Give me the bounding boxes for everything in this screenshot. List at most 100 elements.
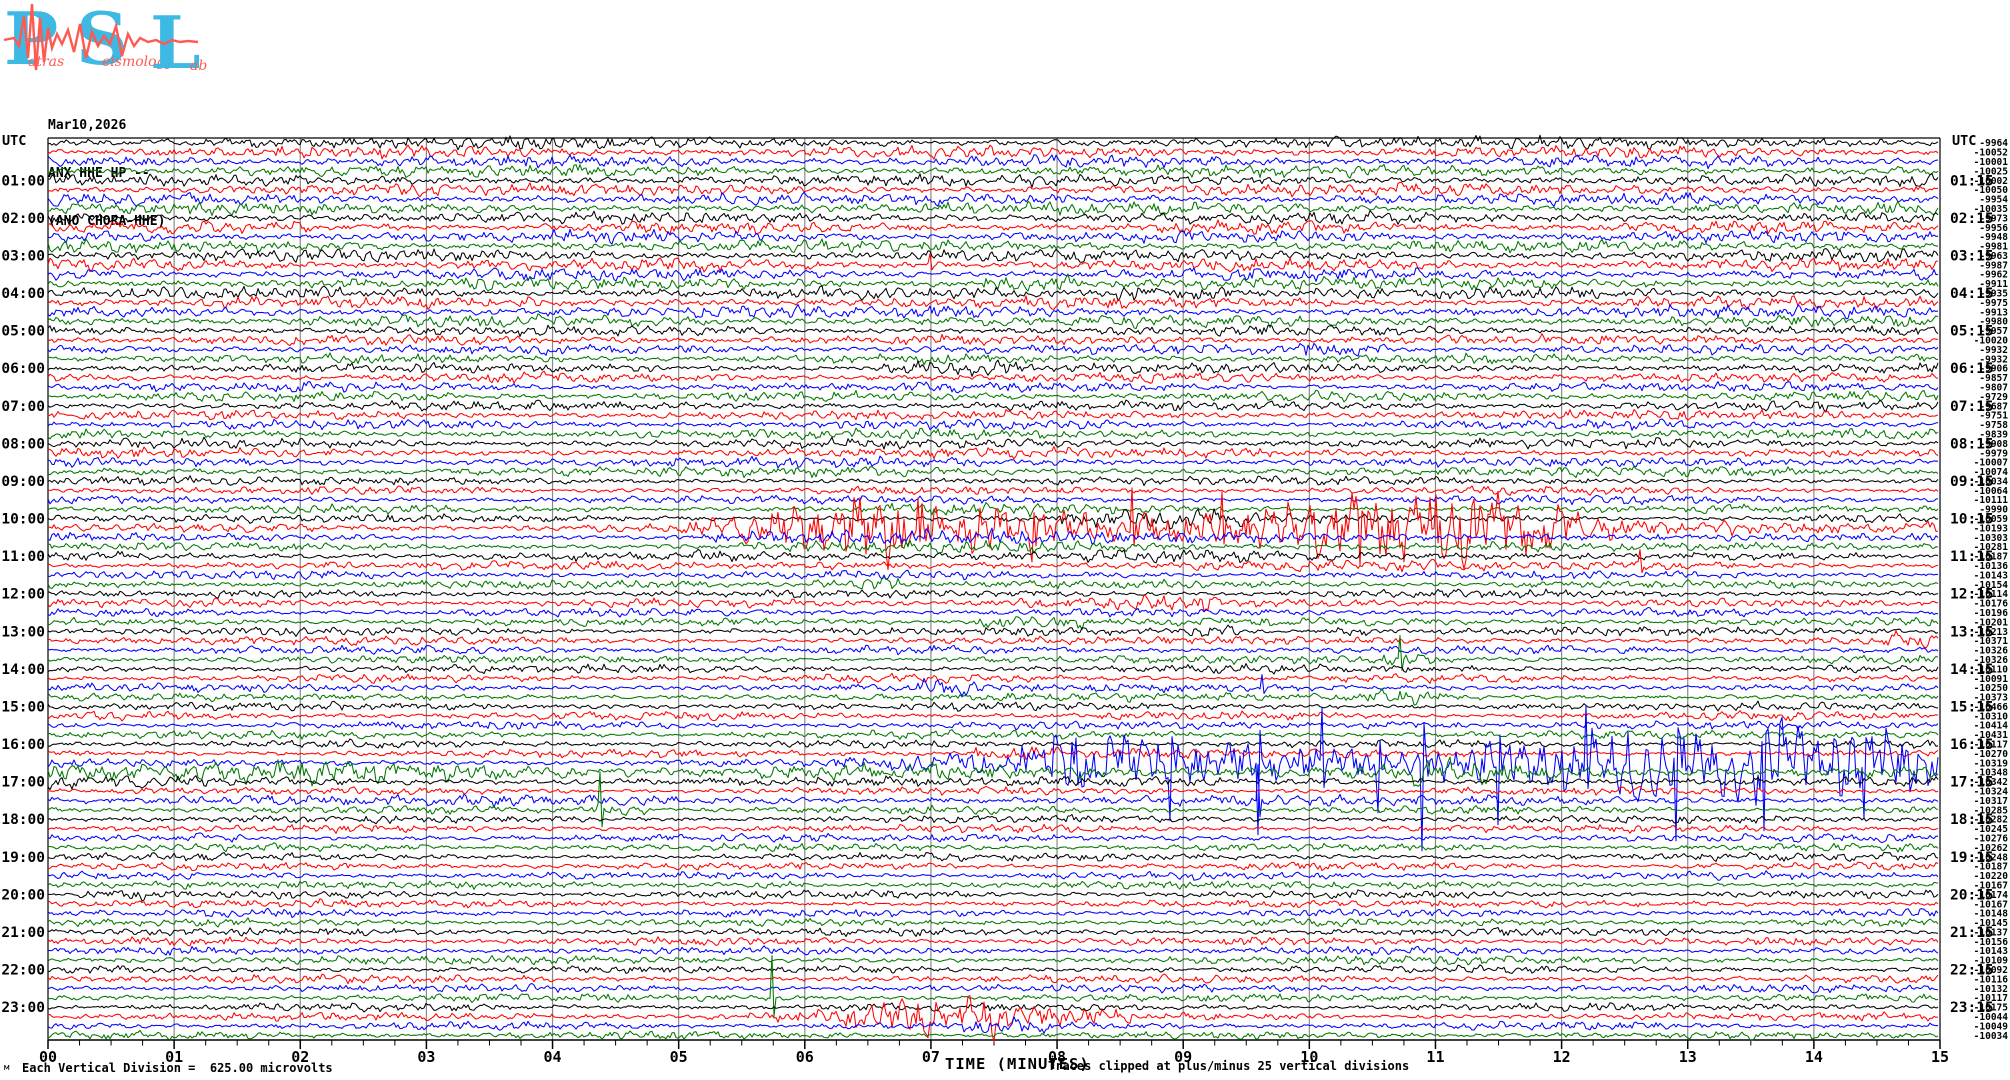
right-quarter-hour-label: 22:15 [1950, 963, 1994, 979]
trace-row [48, 842, 1939, 853]
trace-row [48, 738, 1939, 749]
x-tick-label: 03 [417, 1048, 435, 1066]
trace-offset-value: -10002 [1974, 176, 2008, 187]
trace-row [47, 973, 1939, 985]
trace-offset-value: -9962 [1979, 270, 2008, 281]
left-hour-label: 04:00 [1, 286, 45, 302]
trace-offset-value: -9935 [1979, 289, 2008, 300]
x-tick-label: 11 [1426, 1048, 1444, 1066]
trace-offset-value: -10174 [1974, 890, 2009, 901]
trace-offset-value: -10116 [1974, 974, 2009, 985]
trace-row [47, 475, 1939, 487]
trace-row [47, 775, 1939, 791]
left-hour-label: 06:00 [1, 361, 45, 377]
right-quarter-hour-label: 13:15 [1950, 624, 1994, 640]
left-hour-label: 12:00 [1, 587, 45, 603]
trace-offset-value: -10187 [1974, 862, 2008, 873]
trace-offset-value: -9913 [1979, 307, 2008, 318]
x-axis-title: TIME (MINUTES) [945, 1055, 1090, 1073]
trace-offset-value: -10285 [1974, 805, 2009, 816]
right-quarter-hour-label: 15:15 [1950, 699, 1994, 715]
trace-offset-value: -10092 [1974, 965, 2008, 976]
trace-offset-value: -10034 [1974, 1031, 2009, 1042]
trace-offset-value: -10213 [1974, 627, 2009, 638]
left-hour-label: 11:00 [1, 549, 45, 565]
trace-row [47, 569, 1939, 581]
trace-row [47, 173, 1939, 188]
trace-row [47, 134, 1939, 151]
trace-offset-value: -9975 [1979, 298, 2008, 309]
left-hour-label: 13:00 [1, 624, 45, 640]
trace-row [47, 624, 1939, 637]
trace-row [47, 181, 1939, 198]
trace-row [47, 851, 1939, 862]
left-hour-label: 07:00 [1, 399, 45, 415]
trace-row [47, 644, 1939, 656]
trace-offset-value: -10044 [1974, 1012, 2009, 1023]
trace-offset-value: -10154 [1974, 580, 2009, 591]
right-quarter-hour-label: 02:15 [1950, 211, 1994, 227]
trace-offset-value: -10319 [1974, 758, 2009, 769]
trace-offset-value: -10193 [1974, 523, 2009, 534]
trace-row [47, 144, 1939, 160]
trace-row [47, 324, 1939, 337]
right-quarter-hour-label: 08:15 [1950, 436, 1994, 452]
x-tick-label: 09 [1174, 1048, 1192, 1066]
trace-offset-value: -9979 [1979, 448, 2008, 459]
trace-row [47, 228, 1939, 245]
trace-row [47, 1002, 1939, 1013]
trace-offset-value: -10136 [1974, 561, 2009, 572]
right-quarter-hour-label: 16:15 [1950, 737, 1994, 753]
header-date: Mar10,2026 [48, 118, 127, 133]
trace-row [47, 238, 1939, 254]
trace-offset-value: -10137 [1974, 927, 2008, 938]
x-tick-label: 15 [1931, 1048, 1949, 1066]
trace-row [47, 527, 1939, 545]
x-tick-label: 13 [1679, 1048, 1697, 1066]
trace-row [47, 465, 1939, 479]
trace-offset-value: -10052 [1974, 148, 2008, 159]
trace-row [47, 285, 1939, 302]
trace-row [47, 200, 1939, 216]
trace-offset-value: -10034 [1974, 476, 2009, 487]
trace-offset-value: -10276 [1974, 833, 2009, 844]
right-quarter-hour-label: 11:15 [1950, 549, 1994, 565]
trace-row [47, 548, 1939, 564]
trace-row [47, 936, 1939, 947]
trace-offset-value: -9957 [1979, 326, 2008, 337]
trace-offset-value: -10025 [1974, 166, 2009, 177]
trace-offset-value: -10020 [1974, 336, 2009, 347]
right-quarter-hour-label: 04:15 [1950, 286, 1994, 302]
trace-offset-value: -10176 [1974, 599, 2009, 610]
x-tick-label: 08 [1048, 1048, 1066, 1066]
x-tick-label: 12 [1553, 1048, 1571, 1066]
trace-offset-value: -9954 [1979, 195, 2008, 206]
trace-row [47, 785, 1939, 796]
trace-row [47, 616, 1939, 631]
trace-offset-value: -9980 [1979, 317, 2008, 328]
left-hour-label: 01:00 [1, 173, 45, 189]
trace-offset-value: -10001 [1974, 157, 2009, 168]
trace-row [47, 427, 1939, 441]
trace-offset-value: -10091 [1974, 674, 2009, 685]
vertical-division-scale-text: Each Vertical Division = 625.00 microvol… [22, 1061, 333, 1075]
trace-offset-value: -10414 [1974, 721, 2009, 732]
left-hour-label: 10:00 [1, 512, 45, 528]
trace-row [47, 771, 1939, 828]
trace-offset-value: -10117 [1974, 993, 2008, 1004]
trace-row [47, 917, 1939, 928]
left-hour-label: 23:00 [1, 1000, 45, 1016]
trace-offset-value: -9729 [1979, 392, 2008, 403]
trace-offset-value: -9911 [1979, 279, 2008, 290]
trace-offset-value: -10371 [1974, 636, 2009, 647]
trace-row [47, 342, 1939, 357]
trace-offset-value: -9973 [1979, 213, 2008, 224]
trace-offset-value: -9906 [1979, 364, 2008, 375]
trace-offset-value: -10187 [1974, 552, 2008, 563]
trace-offset-value: -10281 [1974, 542, 2009, 553]
trace-row [47, 381, 1939, 394]
trace-row [47, 606, 1939, 618]
trace-offset-value: -9839 [1979, 429, 2008, 440]
left-hour-label: 16:00 [1, 737, 45, 753]
